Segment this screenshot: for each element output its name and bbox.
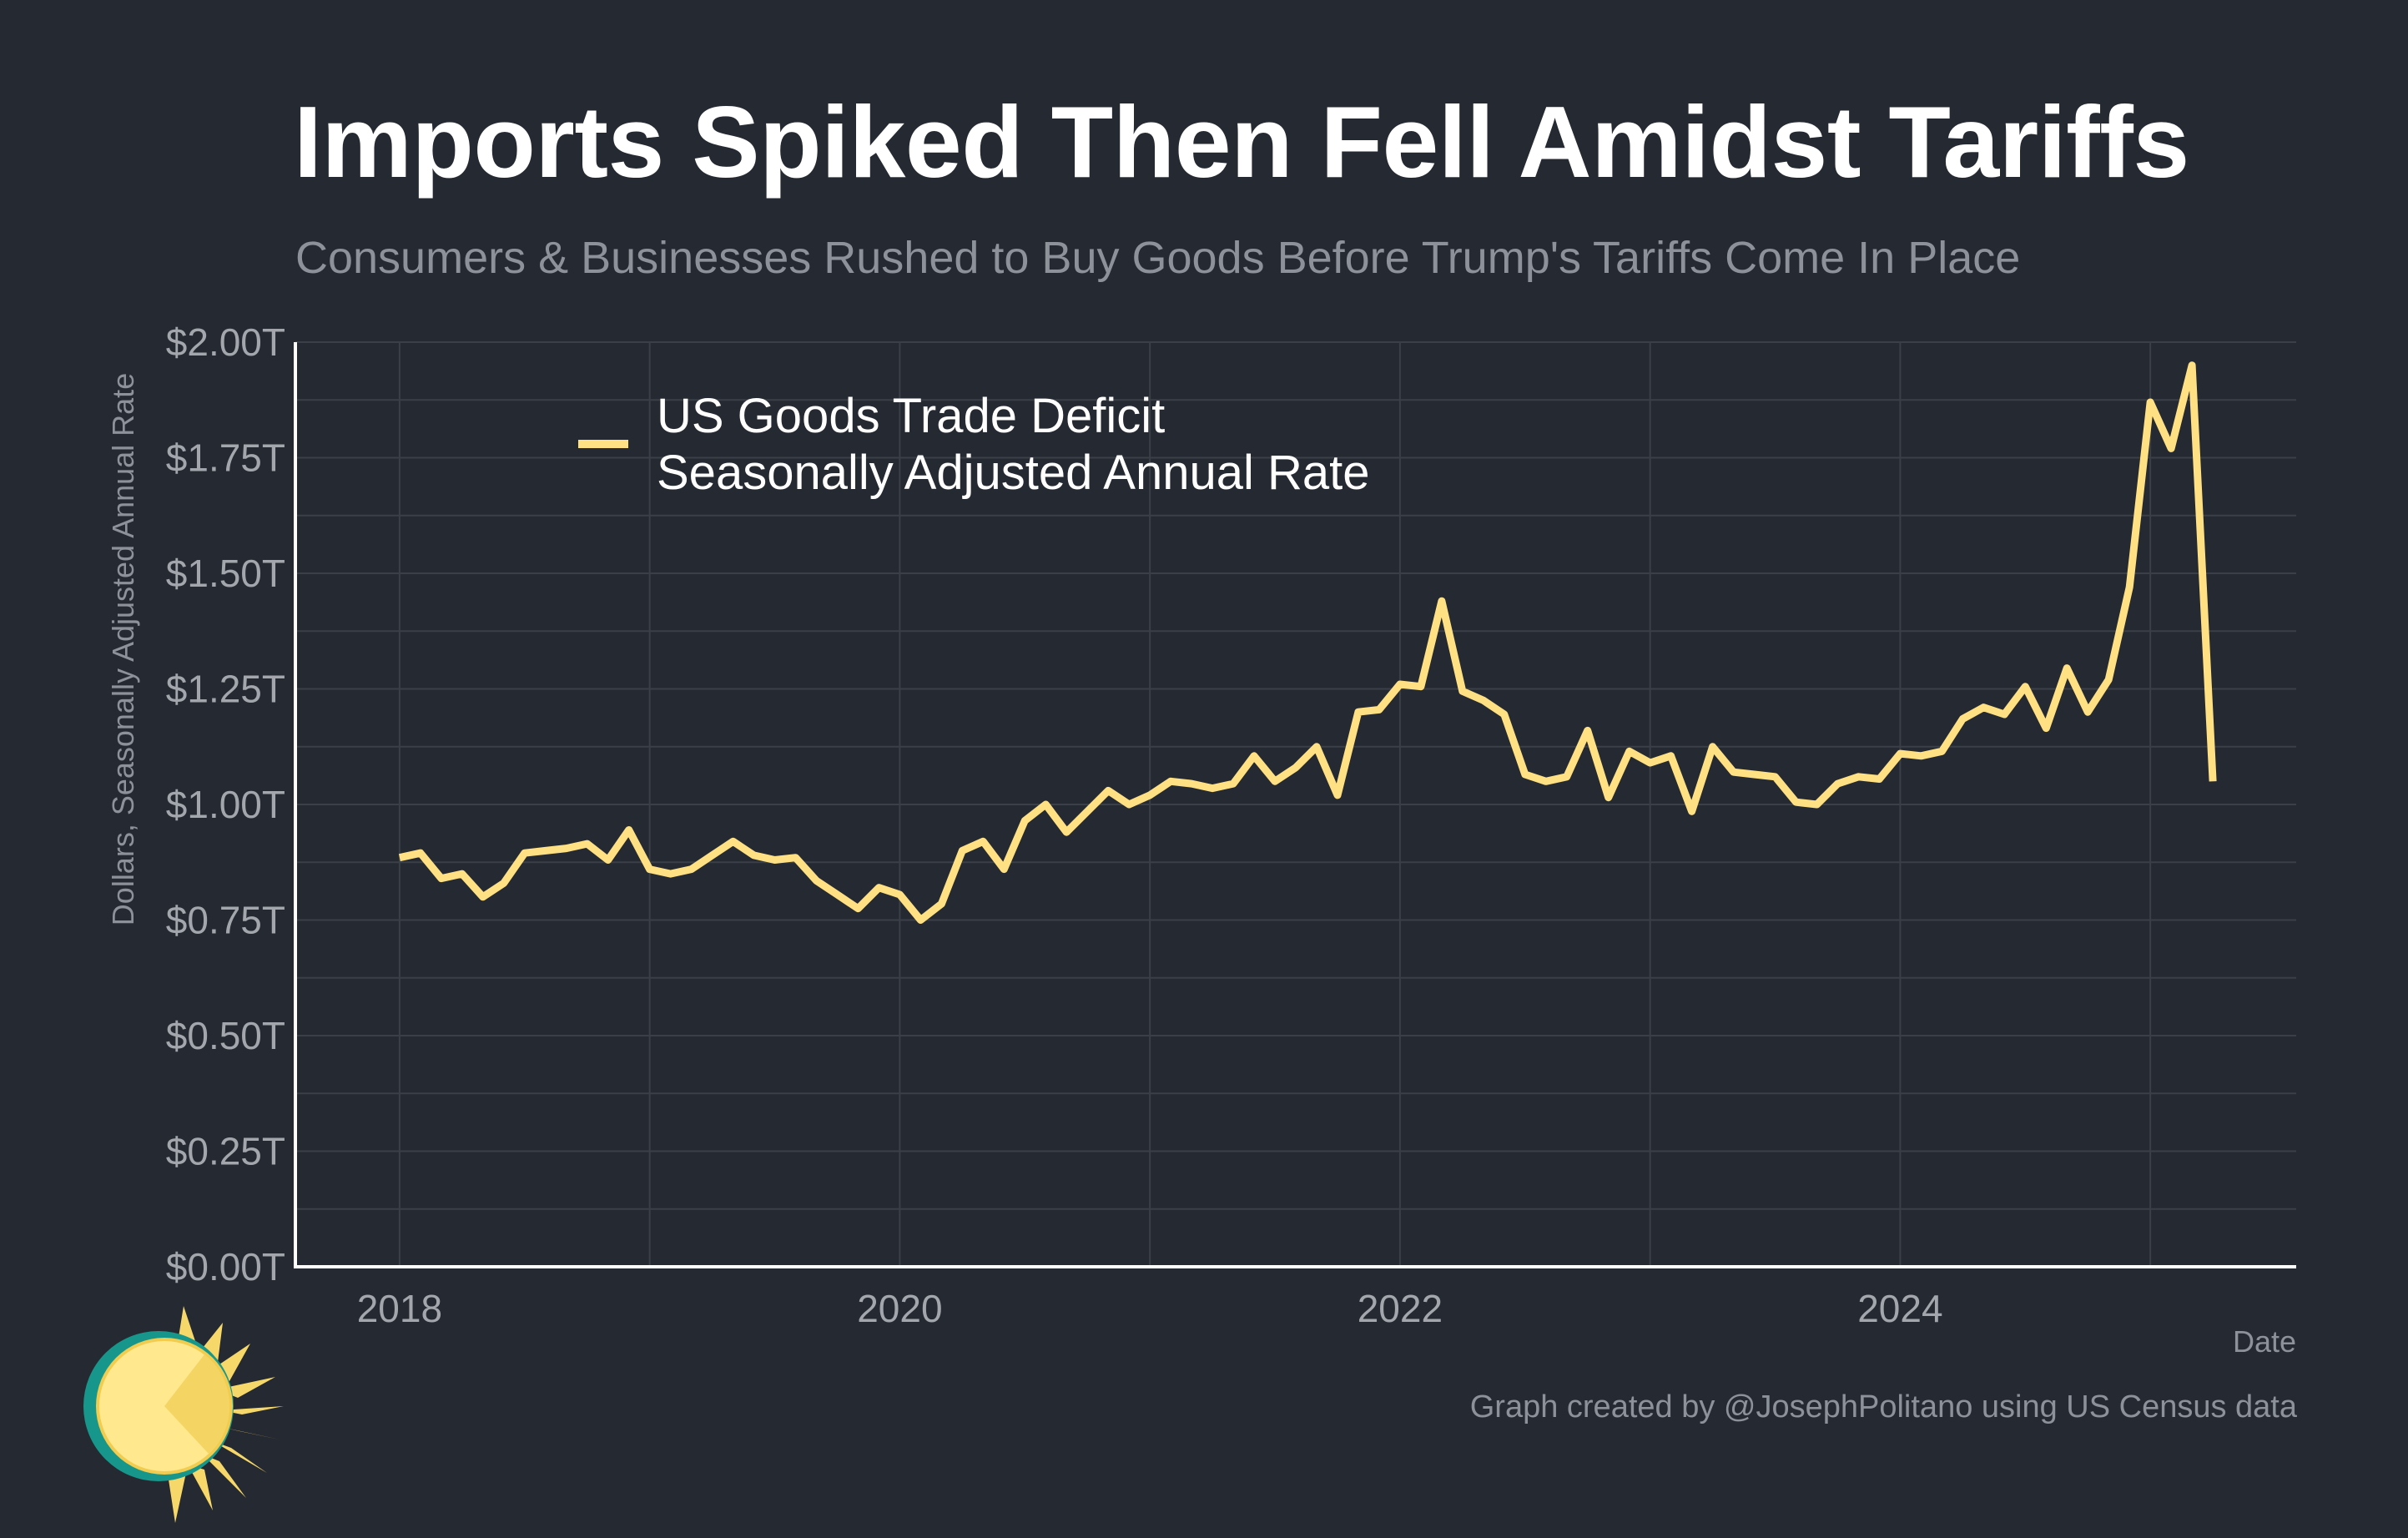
chart-legend: US Goods Trade Deficit Seasonally Adjuste… xyxy=(578,389,1370,500)
y-tick-label: $1.75T xyxy=(166,436,285,480)
chart-axes xyxy=(294,342,2296,1268)
x-tick-label: 2024 xyxy=(1857,1287,1942,1330)
sun-icon xyxy=(83,1306,284,1523)
y-tick-label: $1.25T xyxy=(166,668,285,711)
chart-credit: Graph created by @JosephPolitano using U… xyxy=(1469,1389,2297,1425)
x-axis-title: Date xyxy=(2233,1324,2296,1359)
chart-subtitle: Consumers & Businesses Rushed to Buy Goo… xyxy=(295,233,2021,283)
y-tick-label: $0.75T xyxy=(166,899,285,942)
legend-label: US Goods Trade Deficit Seasonally Adjuste… xyxy=(657,389,1370,500)
y-axis-ticks: $0.00T $0.25T $0.50T $0.75T $1.00T $1.25T $1.5… xyxy=(166,320,285,1288)
y-tick-label: $1.50T xyxy=(166,552,285,595)
y-tick-label: $2.00T xyxy=(166,320,285,364)
x-tick-label: 2018 xyxy=(357,1287,442,1330)
series-line xyxy=(398,361,2217,924)
x-tick-label: 2020 xyxy=(857,1287,942,1330)
chart-grid xyxy=(295,341,2296,1268)
x-tick-label: 2022 xyxy=(1358,1287,1443,1330)
x-axis-ticks: 2018 2020 2022 2024 xyxy=(357,1287,1943,1330)
chart-title: Imports Spiked Then Fell Amidst Tariffs xyxy=(294,85,2189,199)
y-axis-title: Dollars, Seasonally Adjusted Annual Rate xyxy=(106,373,140,925)
y-tick-label: $1.00T xyxy=(166,783,285,826)
y-tick-label: $0.50T xyxy=(166,1014,285,1057)
y-tick-label: $0.25T xyxy=(166,1130,285,1173)
y-tick-label: $0.00T xyxy=(166,1245,285,1288)
chart-series xyxy=(398,361,2217,924)
